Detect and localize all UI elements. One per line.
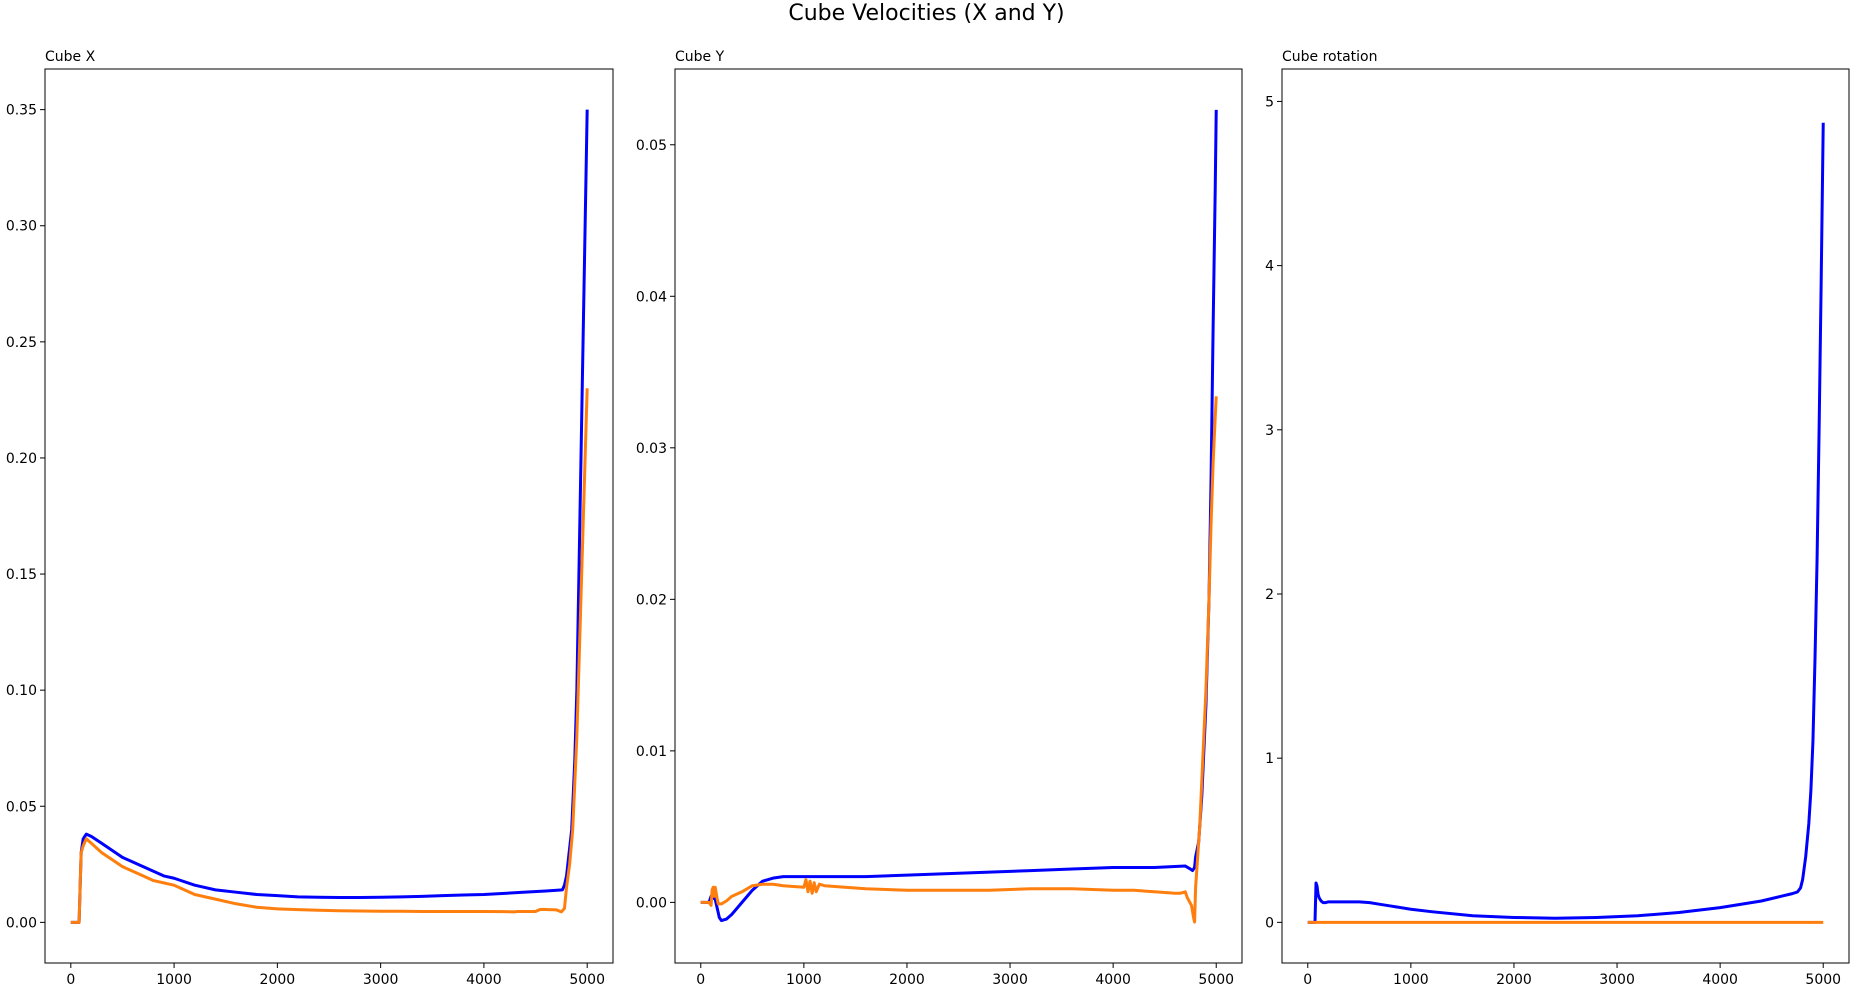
cube-rotation-y-tick-label: 5	[1265, 94, 1274, 110]
cube-y-y-tick-label: 0.05	[636, 138, 667, 154]
cube-x-x-tick-label: 2000	[260, 972, 296, 988]
cube-rotation-y-tick-label: 1	[1265, 751, 1274, 767]
cube-x-series-1-line	[70, 109, 589, 924]
cube-y-series-1-line	[700, 109, 1218, 923]
cube-rotation-y-tick-label: 0	[1265, 915, 1274, 931]
cube-x-title: Cube X	[45, 49, 96, 65]
cube-rotation-x-tick-label: 2000	[1496, 972, 1532, 988]
panel-cube-x: Cube X 0 1000 2000 3000 4000 5000 0.00 0.05 0.10 0…	[6, 49, 614, 988]
cube-x-x-tick-label: 5000	[569, 972, 605, 988]
cube-rotation-x-tick-label: 0	[1303, 972, 1312, 988]
cube-y-x-tick-label: 5000	[1198, 972, 1234, 988]
cube-rotation-x-tick-label: 3000	[1599, 972, 1635, 988]
cube-x-x-tick-label: 1000	[156, 972, 192, 988]
cube-rotation-y-tick-label: 2	[1265, 587, 1274, 603]
cube-x-y-tick-label: 0.10	[6, 683, 37, 699]
cube-x-y-tick-label: 0.00	[6, 915, 37, 931]
panel-cube-y: Cube Y 0 1000 2000 3000 4000 5000 0.00 0.01 0.02 0…	[636, 49, 1243, 988]
cube-y-x-tick-label: 2000	[889, 972, 925, 988]
panel-cube-rotation: Cube rotation 0 1000 2000 3000 4000 5000 0 1 2 3 4 5	[1265, 49, 1850, 988]
cube-x-axes-frame	[44, 68, 614, 964]
cube-rotation-series-1-line	[1307, 122, 1825, 924]
cube-x-x-tick-label: 0	[66, 972, 75, 988]
cube-y-x-tick-label: 0	[696, 972, 705, 988]
cube-y-x-tick-label: 4000	[1095, 972, 1131, 988]
cube-y-y-tick-label: 0.02	[636, 592, 667, 608]
cube-y-y-tick-label: 0.01	[636, 744, 667, 760]
cube-x-y-tick-label: 0.20	[6, 451, 37, 467]
cube-x-y-tick-label: 0.05	[6, 799, 37, 815]
cube-rotation-axes-frame	[1281, 68, 1850, 964]
cube-y-axes-frame	[674, 68, 1243, 964]
cube-x-x-tick-label: 4000	[466, 972, 502, 988]
cube-x-y-tick-label: 0.25	[6, 335, 37, 351]
cube-y-y-tick-label: 0.04	[636, 289, 667, 305]
cube-x-series-2-line	[70, 388, 589, 924]
cube-y-y-tick-label: 0.03	[636, 441, 667, 457]
cube-y-x-tick-label: 1000	[786, 972, 822, 988]
cube-x-x-tick-label: 3000	[363, 972, 399, 988]
cube-x-y-tick-label: 0.30	[6, 219, 37, 235]
cube-rotation-x-tick-label: 1000	[1393, 972, 1429, 988]
cube-y-x-tick-label: 3000	[992, 972, 1028, 988]
cube-rotation-y-tick-label: 4	[1265, 259, 1274, 275]
cube-x-y-tick-label: 0.15	[6, 567, 37, 583]
cube-rotation-title: Cube rotation	[1282, 49, 1378, 65]
cube-rotation-y-tick-label: 3	[1265, 423, 1274, 439]
cube-y-series-2-line	[700, 396, 1218, 924]
cube-y-title: Cube Y	[675, 49, 725, 65]
figure-title: Cube Velocities (X and Y)	[788, 1, 1065, 26]
cube-x-y-tick-label: 0.35	[6, 103, 37, 119]
cube-y-y-tick-label: 0.00	[636, 895, 667, 911]
cube-rotation-x-tick-label: 5000	[1805, 972, 1841, 988]
cube-rotation-x-tick-label: 4000	[1702, 972, 1738, 988]
